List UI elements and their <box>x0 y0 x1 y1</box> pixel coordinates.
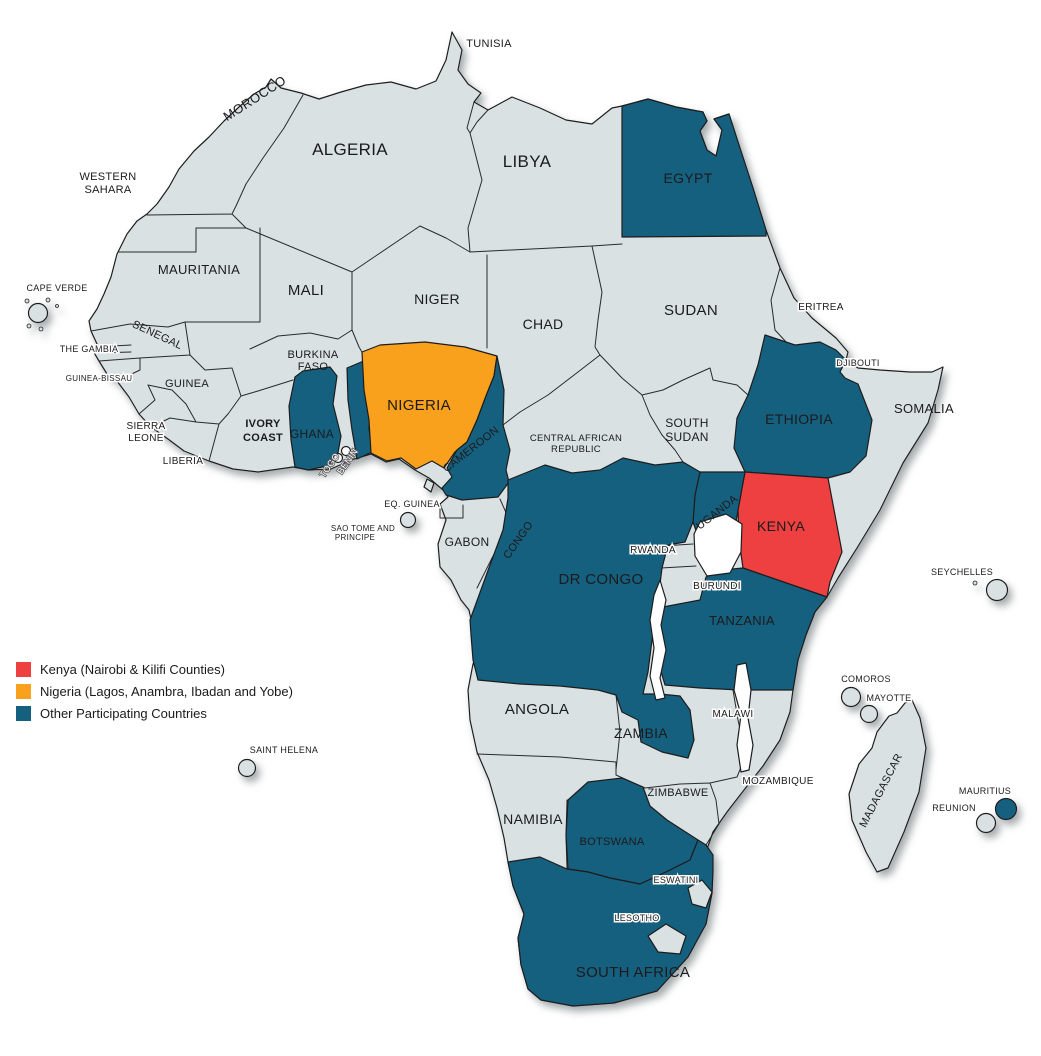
island-seychelles <box>985 578 1009 602</box>
legend-label-nigeria: Nigeria (Lagos, Anambra, Ibadan and Yobe… <box>40 684 293 699</box>
label-dr-congo: DR CONGO <box>559 571 644 588</box>
island-cape-verde <box>27 302 49 324</box>
country-tanzania <box>655 567 828 691</box>
label-seychelles: SEYCHELLES <box>931 567 993 577</box>
label-zimbabwe: ZIMBABWE <box>647 787 708 799</box>
label-leone: LEONE <box>128 433 163 444</box>
country-cameroon <box>441 355 511 501</box>
country-ethiopia <box>733 334 873 479</box>
island-benin-marker <box>340 445 352 457</box>
label-sierra: SIERRA <box>126 421 165 432</box>
label-western: WESTERN <box>79 171 136 183</box>
island-togo-marker <box>332 452 344 464</box>
label-ivory: IVORY <box>245 418 281 430</box>
label-comoros: COMOROS <box>841 674 891 684</box>
island-bioko <box>423 478 435 493</box>
label-sao-tome-and: SAO TOME AND <box>331 524 395 533</box>
label-eq-guinea: EQ. GUINEA <box>384 499 440 509</box>
label-mayotte: MAYOTTE <box>867 693 912 703</box>
label-reunion: REUNION <box>932 803 976 813</box>
country-eswatini <box>687 879 713 909</box>
label-central-african: CENTRAL AFRICAN <box>530 433 622 444</box>
label-south-africa: SOUTH AFRICA <box>576 964 690 981</box>
label-sudan: SUDAN <box>664 302 718 319</box>
legend: Kenya (Nairobi & Kilifi Counties) Nigeri… <box>16 662 293 728</box>
label-gabon: GABON <box>445 535 490 549</box>
label-burundi: BURUNDI <box>693 581 741 592</box>
island-seychelles-islet <box>972 580 978 586</box>
island-sao-tome <box>399 511 417 529</box>
label-tanzania: TANZANIA <box>709 613 775 628</box>
label-burkina: BURKINA <box>288 349 339 361</box>
legend-item-other: Other Participating Countries <box>16 706 293 721</box>
island-markers <box>24 297 1018 834</box>
label-nigeria: NIGERIA <box>387 397 451 414</box>
island-cape-verde-islet-1 <box>24 298 30 304</box>
label-egypt: EGYPT <box>664 170 713 186</box>
label-mozambique: MOZAMBIQUE <box>742 776 813 787</box>
legend-item-nigeria: Nigeria (Lagos, Anambra, Ibadan and Yobe… <box>16 684 293 699</box>
legend-label-other: Other Participating Countries <box>40 706 207 721</box>
island-mayotte <box>859 704 879 724</box>
label-libya: LIBYA <box>503 152 552 171</box>
label-saint-helena: SAINT HELENA <box>250 745 318 755</box>
island-reunion <box>975 812 997 834</box>
label-south: SOUTH <box>665 416 709 430</box>
label-angola: ANGOLA <box>505 701 569 718</box>
island-comoros <box>840 686 862 708</box>
label-zambia: ZAMBIA <box>614 725 668 741</box>
island-cape-verde-islet-3 <box>55 304 59 308</box>
country-madagascar <box>848 699 927 873</box>
label-coast: COAST <box>243 432 283 444</box>
label-niger: NIGER <box>414 291 460 307</box>
label-botswana: BOTSWANA <box>580 836 645 848</box>
country-nigeria <box>361 341 498 470</box>
lake-tanganyika <box>649 579 667 701</box>
label-eswatini: ESWATINI <box>654 875 699 885</box>
label-eritrea: ERITREA <box>798 302 843 313</box>
legend-swatch-nigeria <box>16 684 31 699</box>
label-principe: PRINCIPE <box>335 533 375 542</box>
legend-item-kenya: Kenya (Nairobi & Kilifi Counties) <box>16 662 293 677</box>
legend-swatch-kenya <box>16 662 31 677</box>
label-republic: REPUBLIC <box>551 444 601 455</box>
island-cape-verde-islet-4 <box>26 323 32 329</box>
label-algeria: ALGERIA <box>312 140 388 159</box>
label-sahara: SAHARA <box>84 184 131 196</box>
label-guinea: GUINEA <box>165 378 209 390</box>
label-lesotho: LESOTHO <box>614 913 659 923</box>
label-malawi: MALAWI <box>713 709 754 720</box>
label-guinea-bissau: GUINEA-BISSAU <box>66 374 133 383</box>
label-mali: MALI <box>288 282 324 299</box>
island-cape-verde-islet-5 <box>38 326 44 332</box>
label-cape-verde: CAPE VERDE <box>26 283 87 293</box>
label-faso: FASO <box>298 361 329 373</box>
island-saint-helena <box>237 758 257 778</box>
label-mauritania: MAURITANIA <box>158 262 240 277</box>
lake-victoria <box>693 513 743 577</box>
label-tunisia: TUNISIA <box>466 38 512 50</box>
country-egypt <box>621 98 767 238</box>
label-ghana: GHANA <box>290 427 334 441</box>
island-mauritius <box>994 797 1018 821</box>
label-kenya: KENYA <box>757 518 805 534</box>
legend-swatch-other <box>16 706 31 721</box>
country-dr-congo <box>469 457 701 759</box>
label-rwanda: RWANDA <box>630 545 676 556</box>
label-mauritius: MAURITIUS <box>959 786 1011 796</box>
label-somalia: SOMALIA <box>894 401 954 416</box>
label-ethiopia: ETHIOPIA <box>765 411 833 427</box>
label-the-gambia: THE GAMBIA <box>60 344 119 354</box>
label-sudan: SUDAN <box>665 430 709 444</box>
label-chad: CHAD <box>523 316 564 332</box>
lake-malawi <box>733 662 754 773</box>
label-namibia: NAMIBIA <box>503 811 563 827</box>
legend-label-kenya: Kenya (Nairobi & Kilifi Counties) <box>40 662 225 677</box>
label-djibouti: DJIBOUTI <box>836 358 879 368</box>
label-liberia: LIBERIA <box>163 456 203 467</box>
country-lesotho <box>647 923 687 955</box>
island-cape-verde-islet-2 <box>45 297 51 303</box>
